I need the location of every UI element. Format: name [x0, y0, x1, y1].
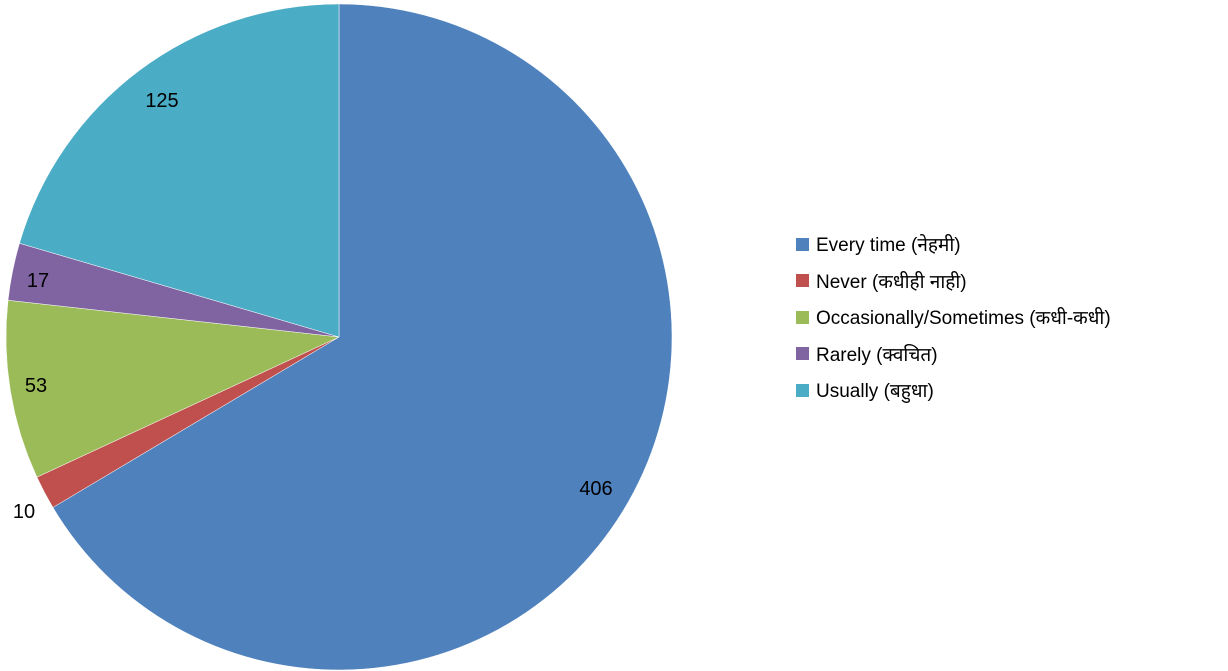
- pie-slice-usually: [19, 3, 340, 338]
- legend-label-never: Never (कधीही नाही): [816, 271, 967, 293]
- legend-swatch-occasionally: [796, 310, 809, 324]
- legend-item-usually: Usually (बहुधा): [796, 372, 1111, 409]
- legend-label-rarely: Rarely (क्वचित): [816, 344, 938, 366]
- data-label-never: 10: [13, 501, 35, 523]
- legend-label-usually: Usually (बहुधा): [816, 381, 934, 403]
- legend-swatch-rarely: [796, 347, 809, 361]
- data-label-usually: 125: [145, 90, 178, 112]
- pie-slices: [5, 3, 673, 671]
- pie-slice-occasionally: [5, 299, 340, 478]
- legend-swatch-never: [796, 274, 809, 288]
- legend-label-occasionally: Occasionally/Sometimes (कधी-कधी): [816, 308, 1111, 330]
- legend-label-every-time: Every time (नेहमी): [816, 235, 961, 257]
- legend-item-occasionally: Occasionally/Sometimes (कधी-कधी): [796, 299, 1111, 336]
- data-label-every-time: 406: [579, 478, 612, 500]
- pie-slice-every-time: [52, 3, 673, 671]
- legend-swatch-every-time: [796, 237, 809, 251]
- legend-item-rarely: Rarely (क्वचित): [796, 336, 1111, 373]
- chart-legend: Every time (नेहमी) Never (कधीही नाही) Oc…: [796, 226, 1111, 409]
- legend-item-never: Never (कधीही नाही): [796, 263, 1111, 300]
- data-label-occasionally: 53: [25, 375, 47, 397]
- pie-data-labels: 406 10 53 17 125: [13, 90, 613, 523]
- legend-swatch-usually: [796, 383, 809, 397]
- data-label-rarely: 17: [27, 270, 49, 292]
- legend-item-every-time: Every time (नेहमी): [796, 226, 1111, 263]
